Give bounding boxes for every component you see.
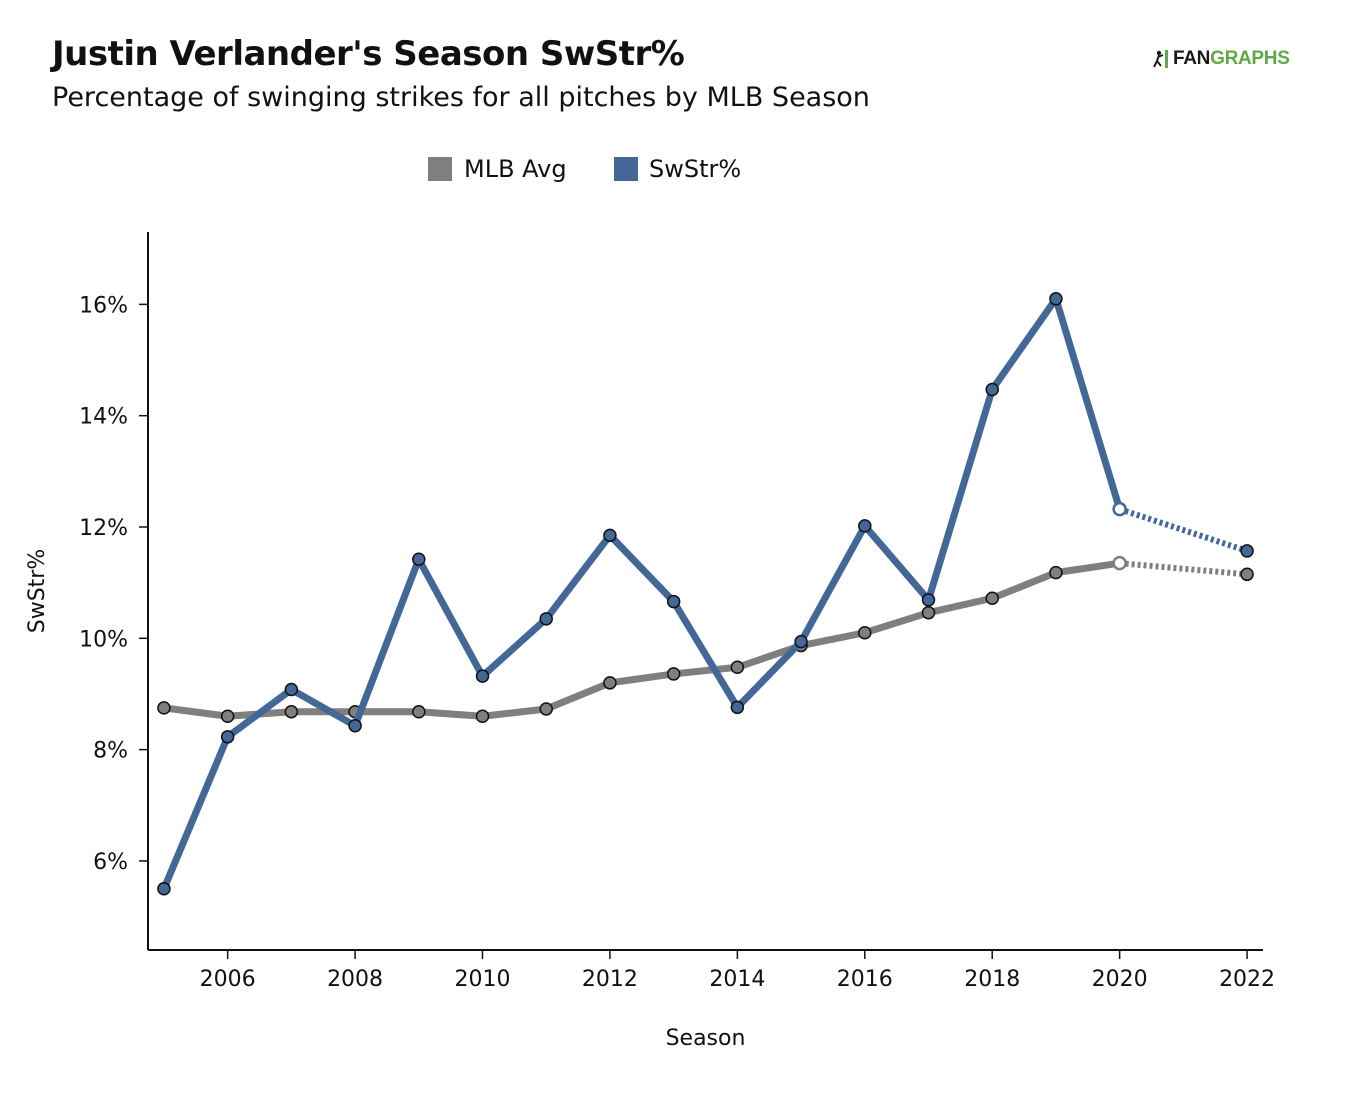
data-point: [157, 701, 171, 715]
fangraphs-logo[interactable]: FAN GRAPHS: [1152, 48, 1290, 70]
y-tick-label: 14%: [79, 405, 128, 430]
data-point: [412, 705, 426, 719]
legend: MLB Avg SwStr%: [428, 155, 741, 183]
x-tick-label: 2012: [582, 967, 638, 992]
data-point: [539, 612, 553, 626]
data-point: [475, 709, 490, 723]
legend-swatch-2: [614, 157, 638, 181]
data-point: [475, 669, 490, 683]
data-point: [921, 605, 936, 620]
series-line-solid: [160, 559, 1124, 720]
data-point: [858, 519, 872, 533]
batter-icon: [1153, 50, 1168, 68]
legend-label-2: SwStr%: [649, 155, 741, 183]
data-point: [985, 591, 999, 605]
x-tick-label: 2016: [837, 967, 893, 992]
series-layer: [157, 292, 1254, 896]
x-tick-label: 2010: [455, 967, 511, 992]
series-line-dotted: [1118, 506, 1249, 554]
x-tick-label: 2022: [1219, 967, 1275, 992]
x-tick-label: 2014: [709, 967, 765, 992]
y-tick-label: 16%: [79, 293, 128, 318]
logo-text-fan: FAN: [1173, 48, 1211, 69]
data-point: [284, 682, 299, 697]
logo-text-graphs: GRAPHS: [1210, 48, 1290, 69]
x-axis-title: Season: [666, 1026, 746, 1051]
data-point: [666, 594, 681, 609]
data-point: [157, 882, 171, 896]
data-point: [539, 702, 553, 716]
data-point: [348, 718, 362, 733]
data-point: [1240, 544, 1254, 558]
y-tick-label: 8%: [93, 739, 128, 764]
series-line-dotted: [1119, 560, 1248, 578]
data-point: [220, 730, 235, 744]
data-point: [603, 676, 617, 690]
data-point: [1240, 567, 1254, 582]
x-tick-label: 2020: [1092, 967, 1148, 992]
data-point: [985, 382, 999, 397]
data-point: [603, 528, 617, 543]
y-tick-label: 10%: [79, 627, 128, 652]
data-point: [794, 634, 808, 649]
axes: 6% 8% 10% 12% 14% 16% 2006 2008 2010 2012 2014 2016…: [25, 232, 1275, 1051]
chart-title: Justin Verlander's Season SwStr%: [52, 34, 685, 74]
x-tick-label: 2018: [964, 967, 1020, 992]
data-point: [1049, 565, 1063, 580]
data-point: [220, 709, 235, 723]
x-tick-label: 2008: [327, 967, 383, 992]
data-point: [1112, 555, 1127, 571]
series-2: [157, 292, 1254, 896]
data-point: [284, 705, 299, 719]
y-tick-label: 12%: [79, 516, 128, 541]
series-line-solid: [160, 295, 1124, 893]
data-point: [730, 700, 745, 715]
x-tick-label: 2006: [200, 967, 256, 992]
y-tick-label: 6%: [93, 850, 128, 875]
data-point: [858, 625, 872, 640]
series-1: [157, 555, 1254, 723]
data-point: [921, 593, 936, 607]
legend-swatch-1: [428, 157, 452, 181]
data-point: [1112, 501, 1127, 517]
data-point: [1049, 292, 1063, 306]
data-point: [666, 667, 681, 681]
chart-subtitle: Percentage of swinging strikes for all p…: [52, 82, 870, 113]
data-point: [412, 552, 426, 567]
data-point: [730, 660, 745, 675]
legend-label-1: MLB Avg: [464, 155, 567, 183]
y-axis-title: SwStr%: [25, 549, 50, 634]
